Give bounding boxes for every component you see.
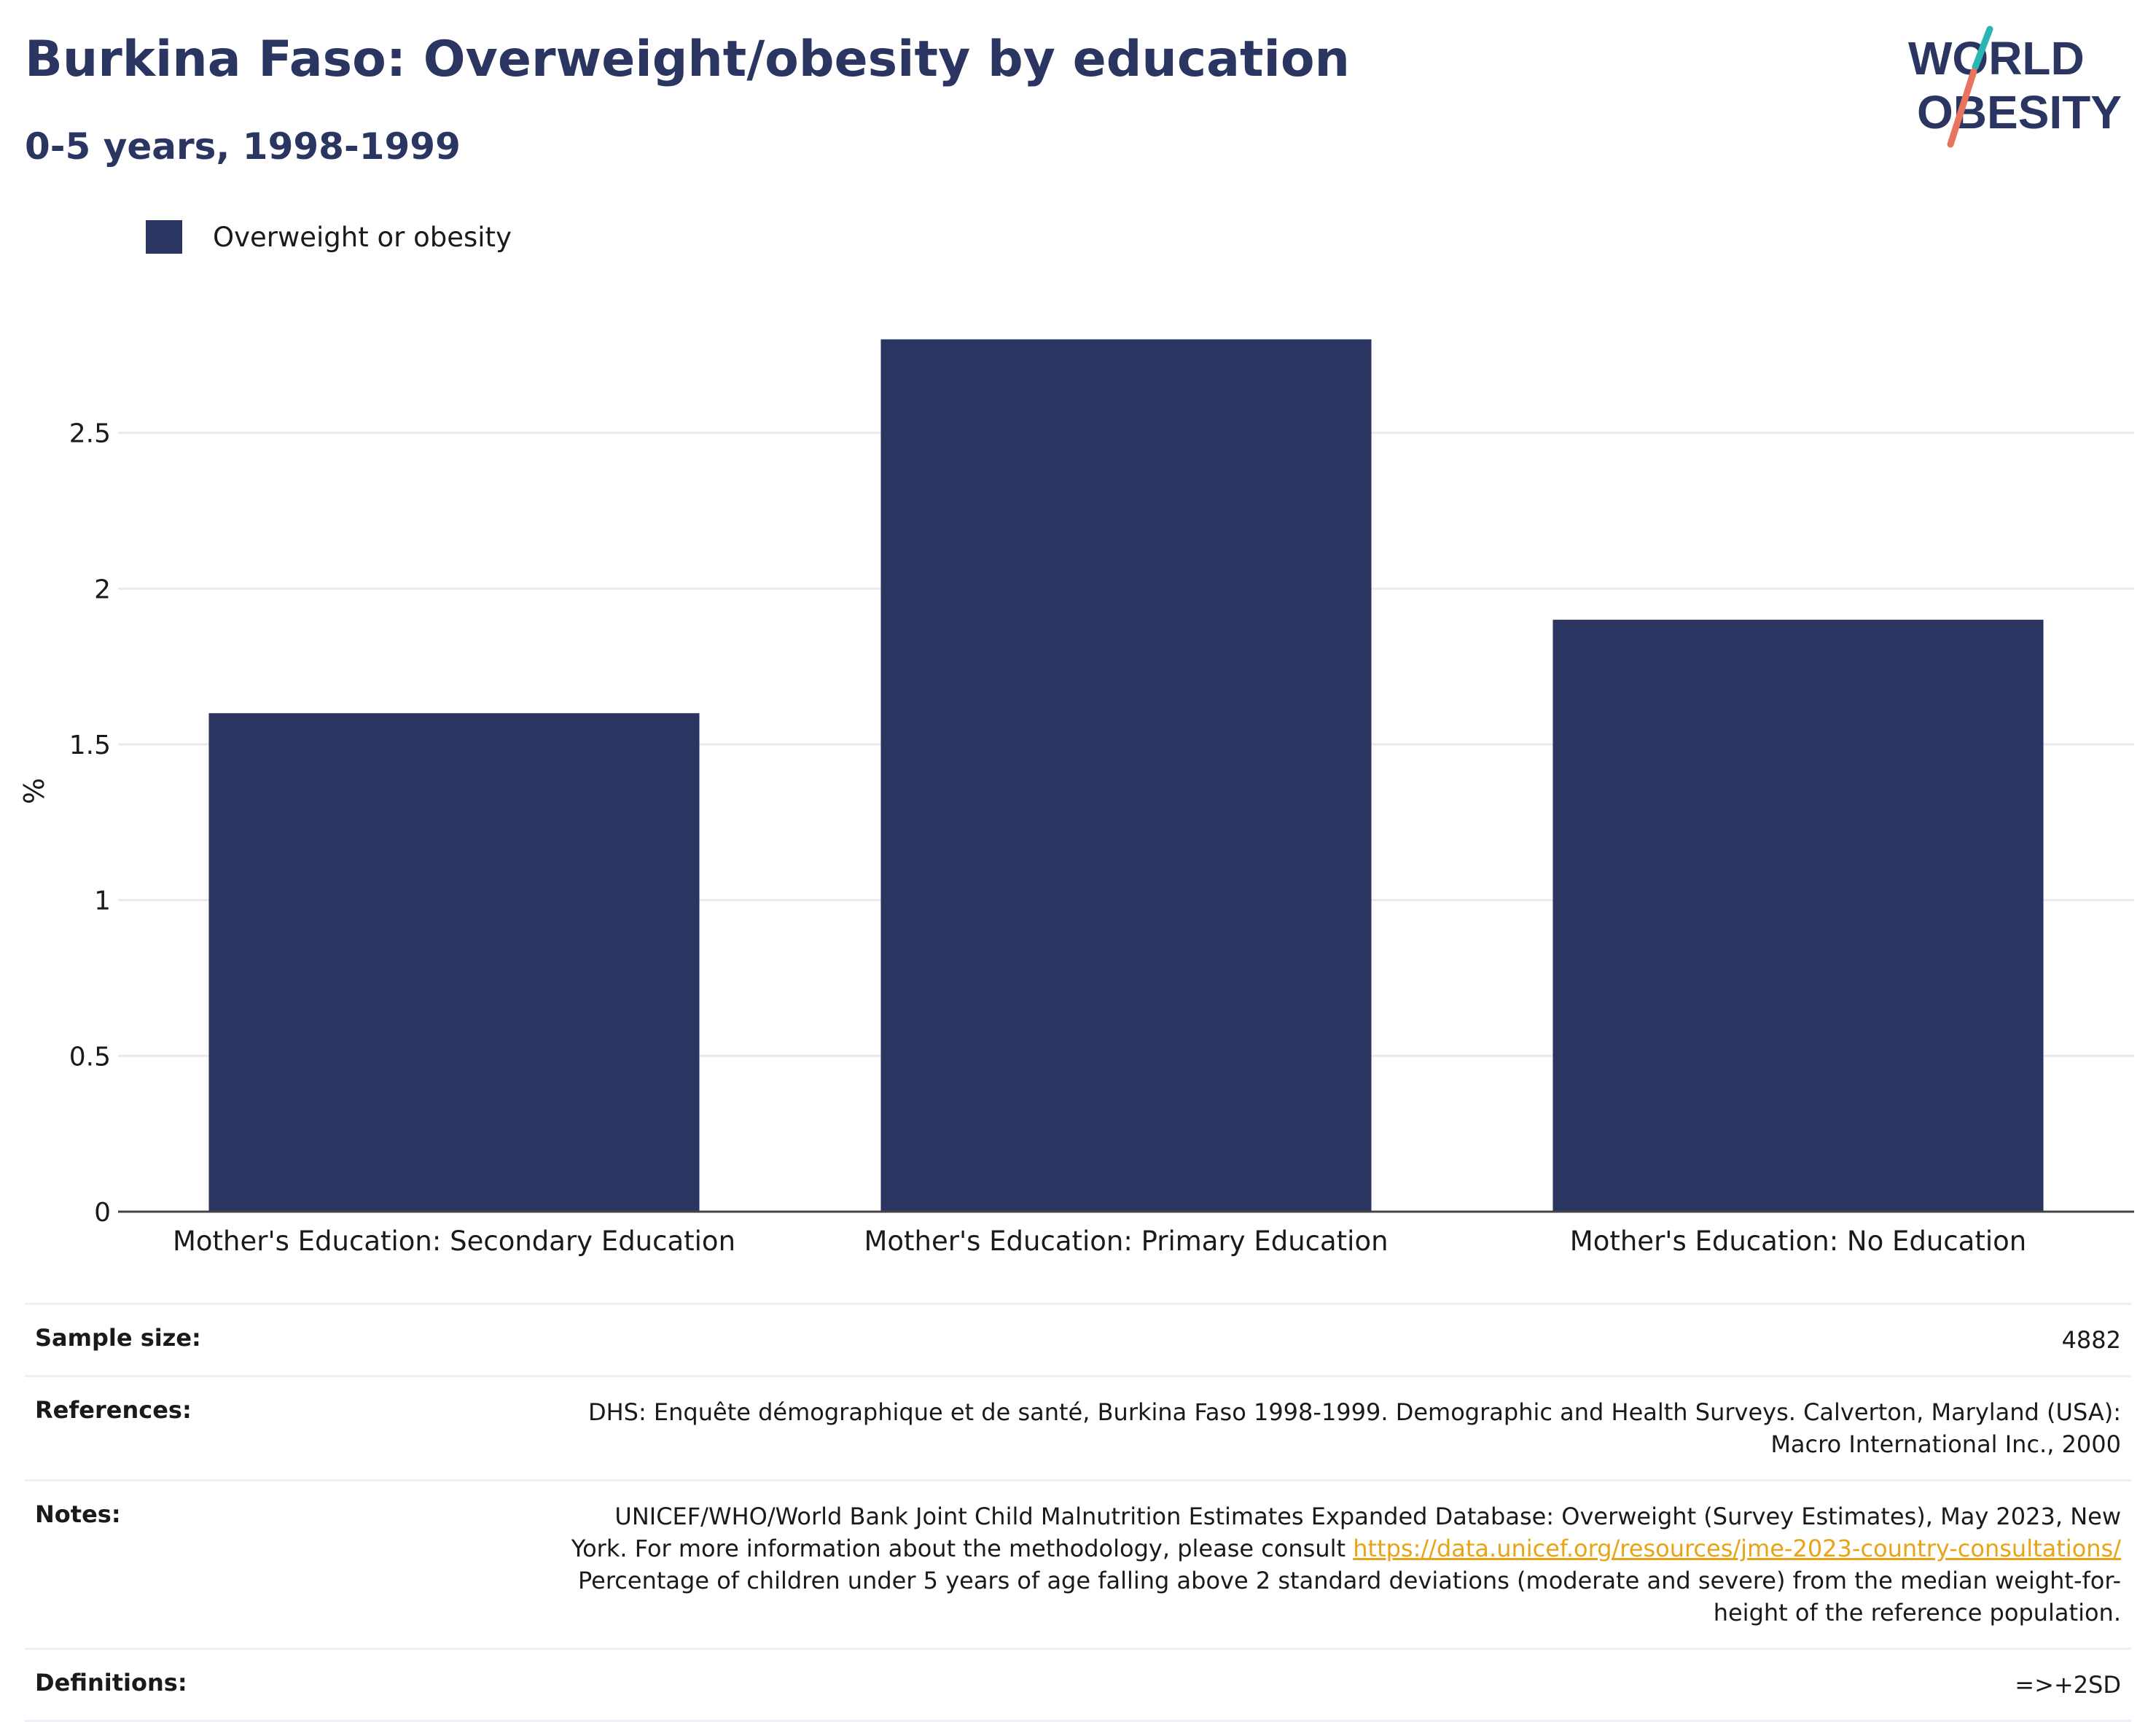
y-axis-ticks: 0 0.5 1 1.5 2 2.5 (69, 419, 111, 1228)
legend-swatch (146, 220, 182, 254)
bar[interactable] (880, 339, 1372, 1212)
references-line: Macro International Inc., 2000 (1770, 1430, 2121, 1458)
legend[interactable]: Overweight or obesity (146, 219, 512, 255)
references-label: References: (35, 1396, 192, 1424)
bar[interactable] (1552, 620, 2044, 1212)
x-tick-label: Mother's Education: Primary Education (864, 1226, 1388, 1257)
bars (208, 339, 2044, 1212)
meta-row-definitions: Definitions: =>+2SD (25, 1648, 2131, 1722)
notes-line: York. For more information about the met… (571, 1532, 2121, 1565)
notes-line-prefix: York. For more information about the met… (571, 1535, 1354, 1562)
y-tick-label: 2.5 (69, 419, 111, 449)
bar-chart: 0 0.5 1 1.5 2 2.5 Mother's Education: Seconda… (18, 339, 2134, 1257)
notes-label: Notes: (35, 1500, 121, 1528)
x-tick-label: Mother's Education: No Education (1570, 1226, 2026, 1257)
sample-size-label: Sample size: (35, 1324, 201, 1352)
notes-line: UNICEF/WHO/World Bank Joint Child Malnut… (614, 1503, 2121, 1530)
page-title: Burkina Faso: Overweight/obesity by educ… (25, 31, 1350, 88)
sample-size-value: 4882 (2061, 1326, 2121, 1354)
legend-label: Overweight or obesity (213, 221, 512, 253)
references-line: DHS: Enquête démographique et de santé, … (587, 1398, 2121, 1426)
meta-row-sample-size: Sample size: 4882 (25, 1303, 2131, 1375)
y-tick-label: 0 (94, 1198, 111, 1228)
notes-link[interactable]: https://data.unicef.org/resources/jme-20… (1353, 1535, 2121, 1562)
y-tick-label: 0.5 (69, 1042, 111, 1072)
logo-word-world: WORLD (1908, 32, 2085, 85)
bar[interactable] (208, 713, 700, 1212)
metadata-table: Sample size: 4882 References: DHS: Enquê… (25, 1303, 2131, 1722)
meta-row-notes: Notes: UNICEF/WHO/World Bank Joint Child… (25, 1479, 2131, 1648)
meta-row-references: References: DHS: Enquête démographique e… (25, 1375, 2131, 1479)
references-value: DHS: Enquête démographique et de santé, … (588, 1396, 2121, 1460)
page-subtitle: 0-5 years, 1998-1999 (25, 125, 461, 168)
y-tick-label: 1.5 (69, 731, 111, 760)
notes-line: height of the reference population. (1713, 1599, 2121, 1626)
y-tick-label: 1 (94, 887, 111, 916)
world-obesity-logo: WORLD OBESITY (1908, 26, 2122, 148)
x-axis-ticks: Mother's Education: Secondary Education M… (173, 1226, 2026, 1257)
notes-line: Percentage of children under 5 years of … (578, 1567, 2121, 1594)
y-axis-label: % (18, 778, 50, 804)
x-tick-label: Mother's Education: Secondary Education (173, 1226, 735, 1257)
logo-slash-coral (1947, 68, 1977, 148)
logo-slash-teal (1972, 26, 1993, 71)
logo-word-obesity: OBESITY (1917, 86, 2122, 139)
notes-value: UNICEF/WHO/World Bank Joint Child Malnut… (571, 1500, 2121, 1629)
y-tick-label: 2 (94, 574, 111, 604)
definitions-value: =>+2SD (2015, 1671, 2121, 1699)
definitions-label: Definitions: (35, 1669, 187, 1696)
